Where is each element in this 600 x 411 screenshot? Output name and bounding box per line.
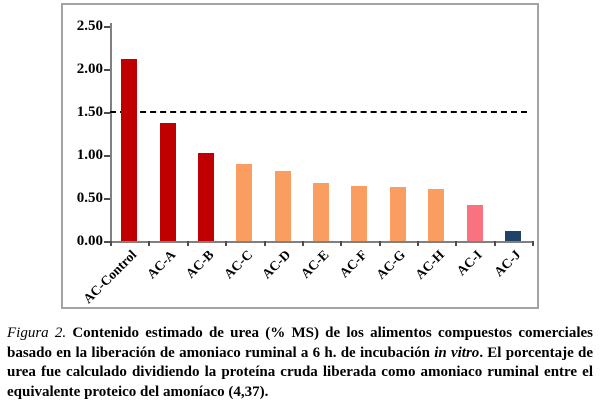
- y-axis-tick: [104, 26, 110, 28]
- x-axis-tick: [378, 241, 381, 246]
- x-axis-tick: [301, 241, 304, 246]
- x-tick-label-ac-a: AC-A: [143, 247, 179, 282]
- y-axis-tick-label: 2.00: [76, 61, 103, 77]
- bar-ac-f: [351, 186, 368, 241]
- figure-caption-label: Figura 2.: [7, 325, 67, 341]
- x-tick-label-ac-c: AC-C: [220, 247, 255, 282]
- x-axis-tick: [148, 241, 151, 246]
- y-axis-tick-label: 0.00: [76, 233, 103, 249]
- y-axis-tick-label: 1.50: [76, 104, 103, 120]
- x-tick-label-ac-i: AC-I: [453, 247, 486, 279]
- y-axis-tick: [104, 112, 110, 114]
- y-axis-tick: [104, 241, 110, 243]
- bar-ac-j: [504, 231, 521, 241]
- bar-ac-i: [466, 205, 483, 241]
- bar-ac-a: [159, 123, 176, 241]
- figure-caption-italic-term: in vitro: [434, 344, 480, 361]
- x-axis-tick: [186, 241, 189, 246]
- bar-ac-c: [236, 164, 253, 241]
- bar-ac-h: [428, 189, 445, 241]
- x-tick-label-ac-f: AC-F: [336, 247, 371, 281]
- y-axis-tick: [104, 69, 110, 71]
- figure-caption-text-2: . El porcentaje de urea fue calculado di…: [7, 344, 593, 400]
- x-tick-label-ac-b: AC-B: [182, 247, 217, 281]
- y-axis-tick-label: 2.50: [76, 18, 103, 34]
- figure-caption-text-1: Contenido estimado de urea (% MS) de los…: [7, 325, 594, 361]
- x-tick-label-ac-control: AC-Control: [80, 247, 140, 307]
- bar-ac-b: [197, 153, 214, 241]
- reference-line: [110, 111, 527, 113]
- x-axis-tick: [493, 241, 496, 246]
- x-axis-tick: [263, 241, 266, 246]
- y-axis-tick: [104, 198, 110, 200]
- y-axis: [110, 23, 112, 243]
- x-axis-tick: [340, 241, 343, 246]
- x-axis-tick: [455, 241, 458, 246]
- x-tick-label-ac-d: AC-D: [258, 247, 294, 282]
- x-axis-tick: [532, 241, 534, 246]
- chart-frame: 0.00 0.50 1.00 1.50 2.00 2.50 AC-Control AC-A AC…: [61, 3, 539, 309]
- x-tick-label-ac-g: AC-G: [373, 247, 409, 283]
- x-axis: [110, 241, 532, 243]
- x-axis-tick: [110, 241, 112, 246]
- x-tick-label-ac-j: AC-J: [491, 247, 524, 280]
- y-axis-tick-label: 1.00: [76, 147, 103, 163]
- x-axis-tick: [225, 241, 228, 246]
- bar-ac-d: [274, 171, 291, 241]
- bar-ac-e: [313, 183, 329, 241]
- x-tick-label-ac-e: AC-E: [297, 247, 332, 281]
- bar-ac-control: [121, 59, 138, 241]
- x-axis-tick: [416, 241, 419, 246]
- bar-ac-g: [389, 187, 406, 241]
- y-axis-tick-label: 0.50: [76, 190, 103, 206]
- x-tick-label-ac-h: AC-H: [411, 247, 447, 283]
- figure-caption: Figura 2. Contenido estimado de urea (% …: [7, 324, 593, 402]
- y-axis-tick: [104, 155, 110, 157]
